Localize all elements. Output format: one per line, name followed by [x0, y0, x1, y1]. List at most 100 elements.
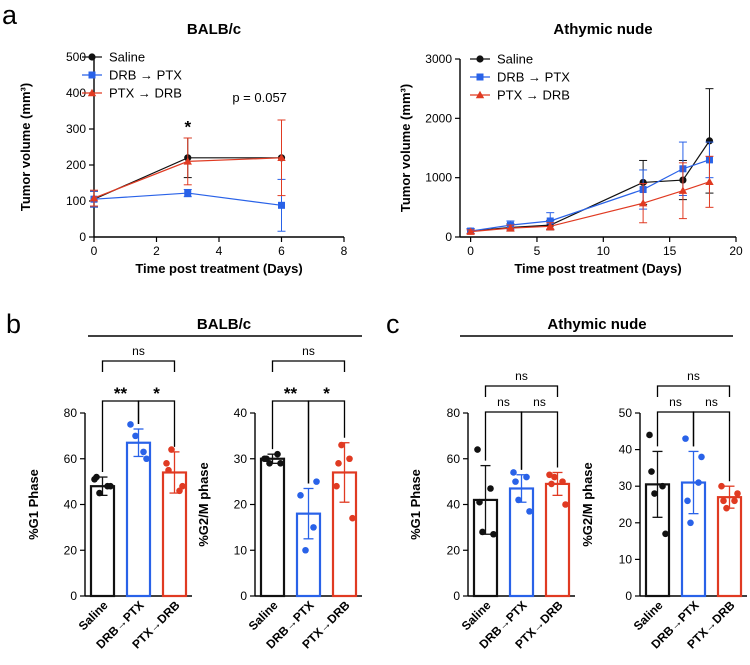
y-tick-label: 100 [66, 194, 86, 208]
data-point [127, 421, 134, 428]
x-tick-label: 10 [597, 244, 611, 258]
chart-title: BALB/c [187, 21, 241, 38]
data-point [682, 435, 689, 442]
data-point [718, 482, 725, 490]
data-point [310, 524, 317, 531]
data-point [490, 530, 497, 538]
y-tick-label: 0 [453, 589, 460, 603]
y-tick-label: 10 [619, 552, 633, 566]
data-point [165, 466, 172, 474]
bar-group-1 [125, 421, 152, 598]
data-point [143, 455, 150, 463]
x-tick-label: 20 [729, 244, 743, 258]
chart-a-athymic: Athymic nude 0 5 10 15 20 0 1000 2000 3000 Time po… [398, 21, 743, 276]
legend-label: PTX → DRB [109, 86, 182, 101]
bar-group-0 [472, 446, 499, 598]
group-header-c: Athymic nude [460, 316, 733, 337]
x-tick-label: 4 [216, 244, 223, 258]
x-tick-label: 5 [534, 244, 541, 258]
group-header-b: BALB/c [88, 316, 362, 337]
bar [508, 487, 535, 598]
y-tick-label: 50 [619, 406, 633, 420]
y-tick-label: 0 [240, 589, 247, 603]
data-point [705, 177, 714, 186]
data-point [734, 490, 741, 497]
category-label: Saline [246, 598, 281, 633]
y-tick-label: 3000 [425, 52, 452, 66]
y-tick-label: 0 [79, 230, 86, 244]
significance-bracket [484, 385, 559, 397]
data-point [277, 153, 286, 161]
significance-bracket [656, 385, 731, 397]
y-tick-label: 80 [447, 406, 461, 420]
category-label: Saline [459, 598, 494, 633]
data-point [96, 489, 103, 497]
y-axis-label: Tumor volume (mm³) [398, 84, 413, 212]
group-title: Athymic nude [547, 316, 646, 333]
panel-letter-a: a [2, 0, 18, 30]
bar-group-2 [161, 446, 188, 598]
bar-group-1 [680, 435, 707, 598]
data-point [510, 469, 517, 476]
y-tick-label: 30 [234, 452, 248, 466]
legend-marker [476, 55, 484, 63]
significance-label: ns [132, 344, 145, 358]
data-point [731, 497, 738, 505]
data-point [659, 482, 666, 490]
y-tick-label: 10 [234, 543, 248, 557]
legend-marker [476, 73, 484, 81]
data-point [278, 201, 285, 209]
data-point [546, 471, 553, 479]
y-tick-label: 2000 [425, 111, 452, 125]
bar [259, 457, 286, 598]
bar [125, 441, 152, 598]
bar-group-2 [716, 482, 743, 598]
data-point [302, 546, 309, 554]
annotation: * [184, 118, 191, 137]
significance-label: * [323, 384, 330, 403]
significance-bracket [692, 411, 731, 482]
chart-a-balbc: BALB/c 0 2 4 6 8 0 100 200 300 400 500 Time post tre… [18, 21, 348, 276]
x-tick-label: 6 [278, 244, 285, 258]
bar-group-2 [331, 441, 358, 598]
data-point [479, 528, 486, 536]
bar-group-1 [295, 478, 322, 598]
y-tick-label: 400 [66, 86, 86, 100]
y-tick-label: 40 [447, 498, 461, 512]
data-point [648, 468, 655, 475]
x-tick-label: 0 [91, 244, 98, 258]
bar [89, 485, 116, 598]
legend-marker [475, 90, 485, 99]
significance-label: ns [302, 344, 315, 358]
data-point [466, 227, 475, 235]
bar [716, 496, 743, 598]
data-point [546, 217, 554, 225]
x-axis-label: Time post treatment (Days) [135, 261, 302, 276]
bar-group-0 [259, 450, 286, 598]
data-point [168, 446, 175, 453]
y-tick-label: 20 [447, 543, 461, 557]
data-point [346, 455, 353, 463]
data-point [512, 478, 519, 485]
y-tick-label: 0 [70, 589, 77, 603]
data-point [179, 482, 186, 490]
data-point [548, 480, 555, 488]
significance-bracket [137, 400, 176, 447]
series-ptx-drb [89, 119, 286, 207]
significance-bracket [271, 360, 346, 372]
legend-marker [87, 88, 97, 97]
data-point [651, 490, 658, 497]
bar-group-0 [89, 473, 116, 598]
significance-label: ns [687, 369, 700, 383]
data-point [551, 473, 558, 481]
data-point [723, 504, 730, 512]
data-point [720, 497, 727, 505]
y-tick-label: 80 [64, 406, 78, 420]
data-point [662, 530, 669, 538]
x-tick-label: 2 [153, 244, 160, 258]
y-tick-label: 40 [234, 406, 248, 420]
data-point [297, 492, 304, 499]
